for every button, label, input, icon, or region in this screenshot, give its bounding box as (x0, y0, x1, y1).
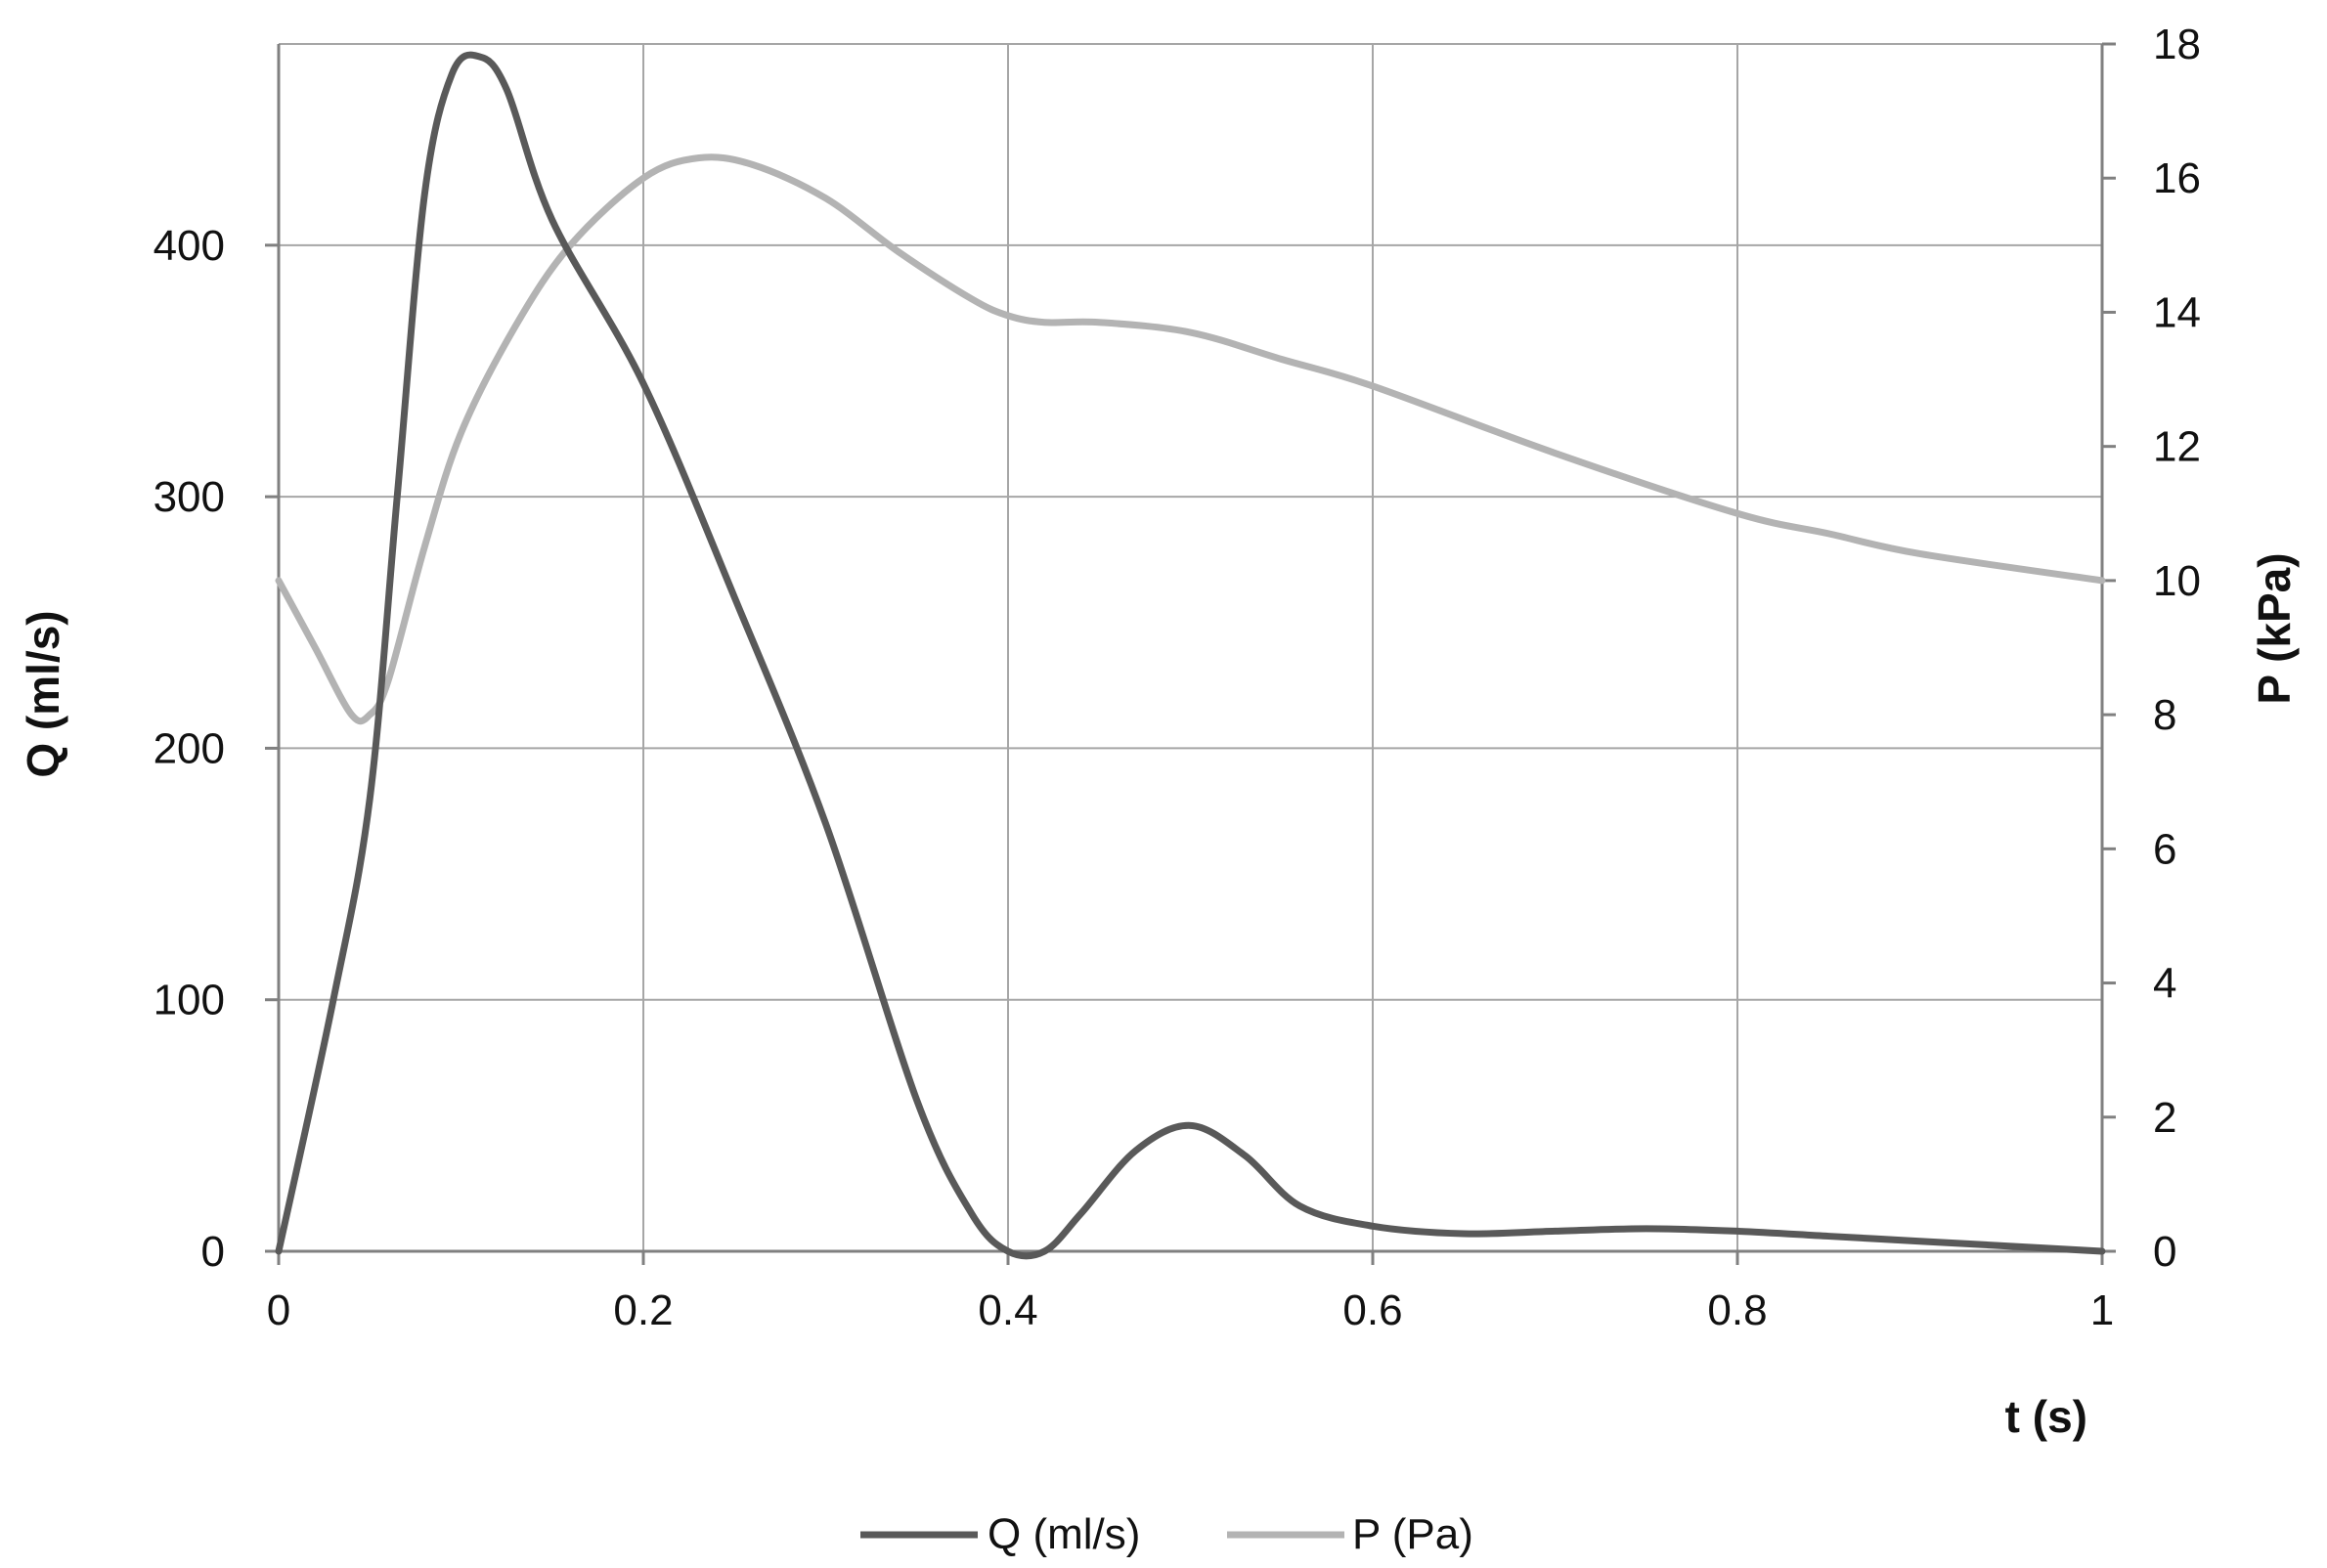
y-right-tick-label: 14 (2153, 288, 2201, 336)
series-line-q (275, 51, 2106, 1260)
x-axis-title: t (s) (2005, 1391, 2087, 1442)
y-left-tick-label: 300 (154, 473, 225, 521)
y-left-tick-label: 200 (154, 724, 225, 772)
x-tick-label: 1 (2090, 1286, 2114, 1334)
y-right-tick-label: 16 (2153, 154, 2201, 202)
y-right-tick-label: 8 (2153, 691, 2176, 739)
legend-label-p: P (Pa) (1352, 1510, 1473, 1558)
legend: Q (ml/s) P (Pa) (860, 1510, 1473, 1558)
y-left-tick-label: 100 (154, 977, 225, 1024)
grid (265, 42, 2116, 1265)
y-right-tick-label: 4 (2153, 960, 2176, 1008)
y-left-tick-label: 400 (154, 222, 225, 270)
y-right-tick-label: 12 (2153, 423, 2201, 471)
tick-labels: 0 0.2 0.4 0.6 0.8 101002003004000246810121416… (154, 21, 2201, 1334)
x-tick-label: 0.4 (978, 1286, 1037, 1334)
y-right-tick-label: 6 (2153, 825, 2176, 873)
y-right-tick-label: 10 (2153, 557, 2201, 605)
left-y-axis-title: Q (ml/s) (18, 610, 68, 777)
y-right-tick-label: 2 (2153, 1094, 2176, 1142)
series-lines (275, 51, 2106, 1260)
y-right-tick-label: 0 (2153, 1228, 2176, 1276)
axes (277, 44, 2104, 1253)
y-left-tick-label: 0 (201, 1228, 225, 1276)
x-tick-label: 0.8 (1707, 1286, 1767, 1334)
series-line-p (275, 153, 2106, 725)
x-tick-label: 0 (267, 1286, 290, 1334)
right-y-axis-title: P (kPa) (2249, 552, 2300, 704)
x-tick-label: 0.2 (613, 1286, 673, 1334)
x-tick-label: 0.6 (1342, 1286, 1402, 1334)
y-right-tick-label: 18 (2153, 21, 2201, 68)
legend-label-q: Q (ml/s) (988, 1510, 1140, 1558)
